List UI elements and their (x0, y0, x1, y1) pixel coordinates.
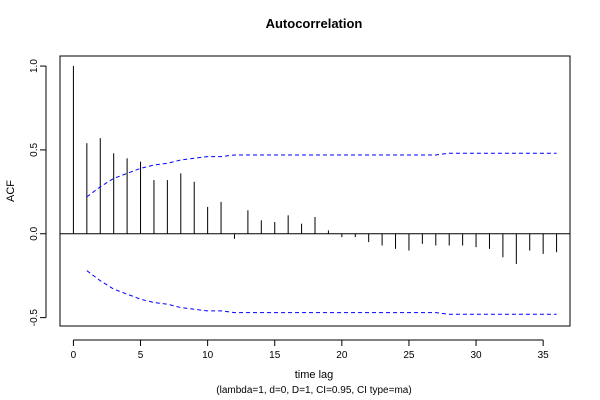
x-tick-label-15: 15 (269, 350, 281, 361)
acf-bars (72, 66, 558, 264)
ci-lower-line (86, 270, 557, 315)
y-tick-label-3: 1.0 (29, 59, 40, 73)
chart-title: Autocorrelation (266, 16, 363, 31)
x-tick-label-20: 20 (336, 350, 348, 361)
y-axis-label: ACF (5, 180, 17, 202)
y-tick-label-2: 0.5 (29, 143, 40, 157)
x-axis: 0 5 10 15 20 25 30 35 (71, 339, 550, 361)
x-tick-label-0: 0 (71, 350, 77, 361)
ci-upper-line (86, 152, 557, 198)
x-tick-label-10: 10 (202, 350, 214, 361)
x-tick-label-30: 30 (470, 350, 482, 361)
y-tick-label-1: 0.0 (29, 226, 40, 240)
x-tick-label-5: 5 (138, 350, 144, 361)
y-axis: -0.5 0.0 0.5 1.0 (29, 59, 47, 327)
confidence-bands (86, 152, 557, 315)
x-tick-label-25: 25 (403, 350, 415, 361)
x-axis-label: time lag (295, 369, 334, 381)
chart-subtitle: (lambda=1, d=0, D=1, CI=0.95, CI type=ma… (216, 385, 411, 396)
x-tick-label-35: 35 (538, 350, 550, 361)
y-tick-label-0: -0.5 (29, 309, 40, 327)
plot-frame (59, 55, 571, 327)
